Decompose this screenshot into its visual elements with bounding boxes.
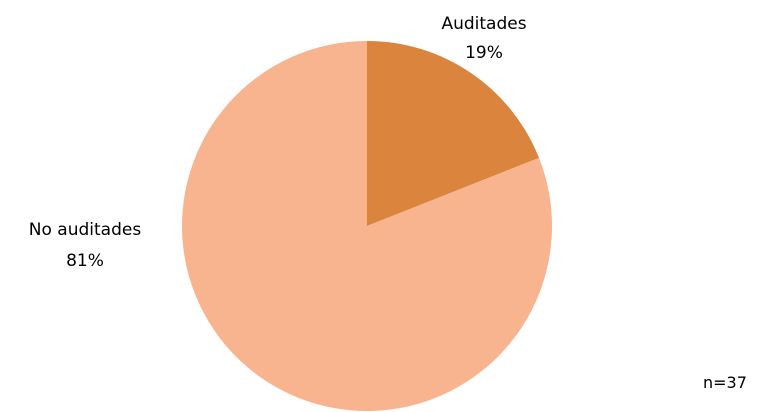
sample-size-note: n=37 (703, 373, 747, 392)
pie-slice-auditades (367, 41, 540, 226)
pie-slice-no-auditades (182, 41, 553, 411)
slice-label-name: Auditades (441, 14, 526, 34)
slice-label-name: No auditades (29, 220, 142, 240)
slice-label-percent: 19% (465, 43, 503, 63)
pie-slices (182, 41, 553, 411)
slice-label-percent: 81% (66, 251, 104, 271)
slice-labels: Auditades 19% No auditades 81% (29, 14, 527, 271)
